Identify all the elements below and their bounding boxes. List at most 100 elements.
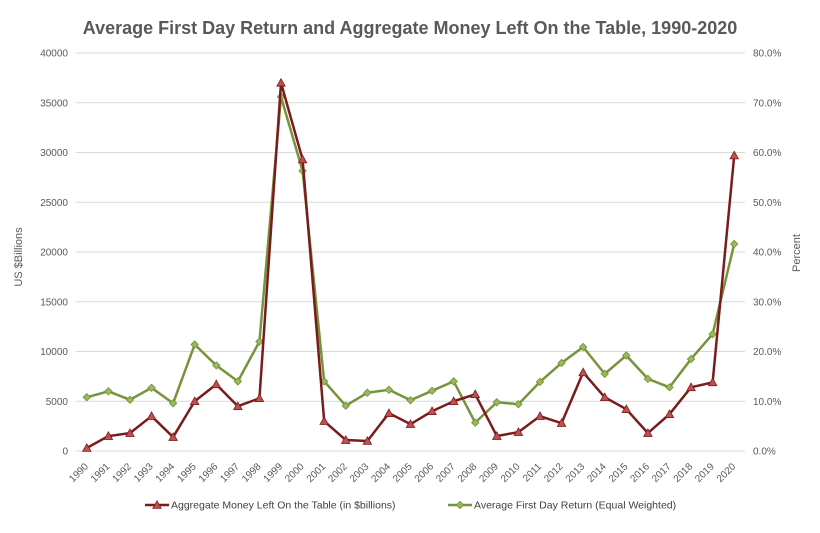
x-tick-label: 2011 — [521, 461, 544, 484]
series-lines: Average First Day Return (Equal Weighted… — [81, 77, 740, 452]
x-tick-label: 2014 — [585, 461, 609, 485]
data-point: Aggregate Money Left On the Table (in $b… — [686, 382, 696, 392]
data-point: Average First Day Return (Equal Weighted… — [535, 377, 545, 387]
series-0: Aggregate Money Left On the Table (in $b… — [81, 77, 740, 452]
data-point: Aggregate Money Left On the Table (in $b… — [146, 411, 157, 420]
data-point: Aggregate Money Left On the Table (in $b… — [340, 435, 351, 444]
data-point: Aggregate Money Left On the Table (in $b… — [556, 418, 567, 427]
data-point: Aggregate Money Left On the Table (in $b… — [362, 436, 373, 445]
data-point: Aggregate Money Left On the Table (in $b… — [319, 416, 330, 425]
y2-tick-label: 0.0% — [753, 447, 776, 458]
data-point: Aggregate Money Left On the Table (in $b… — [470, 389, 481, 399]
data-point: Average First Day Return (Equal Weighted… — [406, 396, 415, 405]
y2-tick-label: 60.0% — [753, 148, 781, 159]
data-point: Average First Day Return (Equal Weighted… — [212, 361, 221, 370]
x-tick-label: 2002 — [326, 461, 350, 485]
data-point: Average First Day Return (Equal Weighted… — [492, 398, 502, 407]
data-point: Aggregate Money Left On the Table (in $b… — [168, 432, 178, 441]
x-tick-label: 1997 — [218, 461, 242, 485]
data-point: Average First Day Return (Equal Weighted… — [729, 239, 739, 249]
x-tick-label: 1991 — [89, 461, 113, 485]
y-tick-label: 5000 — [46, 397, 69, 408]
y2-tick-label: 20.0% — [753, 347, 781, 358]
data-point: Aggregate Money Left On the Table (in $b… — [211, 379, 222, 389]
data-point: Average First Day Return (Equal Weighted… — [622, 351, 631, 360]
data-point: Aggregate Money Left On the Table (in $b… — [254, 393, 265, 403]
y-tick-label: 35000 — [40, 98, 68, 109]
data-point: Aggregate Money Left On the Table (in $b… — [707, 377, 718, 387]
series-1: Average First Day Return (Equal Weighted… — [82, 92, 739, 427]
data-point: Average First Day Return (Equal Weighted… — [255, 337, 264, 346]
data-point: Aggregate Money Left On the Table (in $b… — [103, 431, 114, 440]
data-point: Average First Day Return (Equal Weighted… — [233, 377, 243, 386]
x-tick-label: 1994 — [154, 461, 178, 485]
data-point: Aggregate Money Left On the Table (in $b… — [448, 396, 459, 406]
data-point: Average First Day Return (Equal Weighted… — [125, 395, 135, 404]
y2-tick-label: 40.0% — [753, 248, 781, 259]
data-point: Aggregate Money Left On the Table (in $b… — [535, 411, 545, 420]
data-point: Aggregate Money Left On the Table (in $b… — [664, 409, 675, 418]
data-point: Aggregate Money Left On the Table (in $b… — [276, 77, 286, 87]
data-point: Average First Day Return (Equal Weighted… — [514, 399, 523, 409]
data-point: Aggregate Money Left On the Table (in $b… — [491, 431, 502, 440]
x-tick-label: 2012 — [542, 461, 566, 485]
data-point: Aggregate Money Left On the Table (in $b… — [513, 427, 524, 436]
x-tick-label: 2017 — [650, 461, 674, 485]
y2-tick-label: 50.0% — [753, 198, 781, 209]
y-tick-label: 25000 — [40, 198, 68, 209]
data-point: Average First Day Return (Equal Weighted… — [665, 383, 674, 392]
data-point: Aggregate Money Left On the Table (in $b… — [232, 401, 243, 410]
y2-tick-label: 70.0% — [753, 98, 781, 109]
chart-title: Average First Day Return and Aggregate M… — [83, 18, 738, 38]
data-point: Average First Day Return (Equal Weighted… — [384, 385, 394, 395]
x-tick-label: 2018 — [672, 461, 696, 485]
x-tick-label: 2009 — [477, 461, 501, 485]
data-point: Aggregate Money Left On the Table (in $b… — [384, 408, 394, 417]
data-point: Average First Day Return (Equal Weighted… — [82, 393, 92, 402]
data-point: Average First Day Return (Equal Weighted… — [708, 329, 717, 339]
data-point: Average First Day Return (Equal Weighted… — [168, 399, 178, 408]
data-point: Aggregate Money Left On the Table (in $b… — [427, 406, 437, 415]
x-tick-label: 1995 — [175, 461, 199, 485]
legend: Aggregate Money Left On the Table (in $b… — [145, 500, 676, 512]
x-tick-label: 2013 — [564, 461, 588, 485]
x-tick-label: 2010 — [499, 461, 523, 485]
legend-item: Average First Day Return (Equal Weighted… — [448, 500, 676, 512]
data-point: Average First Day Return (Equal Weighted… — [471, 418, 480, 427]
data-point: Average First Day Return (Equal Weighted… — [686, 354, 696, 364]
x-tick-label: 1999 — [262, 461, 286, 485]
x-tick-label: 2003 — [348, 461, 372, 485]
y-tick-label: 10000 — [40, 347, 68, 358]
data-point: Aggregate Money Left On the Table (in $b… — [643, 428, 653, 437]
data-point: Aggregate Money Left On the Table (in $b… — [297, 154, 308, 164]
data-point: Aggregate Money Left On the Table (in $b… — [729, 150, 740, 160]
data-point: Average First Day Return (Equal Weighted… — [449, 377, 458, 386]
data-point: Aggregate Money Left On the Table (in $b… — [578, 367, 589, 377]
data-point: Average First Day Return (Equal Weighted… — [341, 401, 350, 410]
x-tick-label: 1998 — [240, 461, 264, 485]
data-point: Aggregate Money Left On the Table (in $b… — [621, 404, 632, 413]
x-tick-label: 2004 — [370, 461, 394, 485]
legend-label: Average First Day Return (Equal Weighted… — [474, 500, 676, 512]
series-line — [86, 81, 736, 450]
y2-tick-label: 80.0% — [753, 49, 781, 60]
data-point: Aggregate Money Left On the Table (in $b… — [125, 428, 135, 437]
y-tick-label: 0 — [62, 447, 68, 458]
data-point: Average First Day Return (Equal Weighted… — [147, 383, 156, 393]
y-tick-label: 40000 — [40, 49, 68, 60]
series-line — [86, 95, 736, 424]
legend-label: Aggregate Money Left On the Table (in $b… — [171, 500, 396, 512]
data-point: Average First Day Return (Equal Weighted… — [427, 386, 437, 396]
x-tick-label: 1990 — [67, 461, 91, 485]
x-tick-label: 1993 — [132, 461, 156, 485]
x-tick-label: 2001 — [305, 461, 329, 485]
data-point: Average First Day Return (Equal Weighted… — [578, 342, 588, 352]
data-point: Average First Day Return (Equal Weighted… — [600, 369, 609, 379]
data-point: Aggregate Money Left On the Table (in $b… — [189, 396, 200, 406]
y-tick-label: 30000 — [40, 148, 68, 159]
x-tick-label: 2019 — [693, 461, 717, 485]
legend-marker — [455, 500, 465, 510]
x-tick-label: 2000 — [283, 461, 307, 485]
y-tick-label: 15000 — [40, 297, 68, 308]
